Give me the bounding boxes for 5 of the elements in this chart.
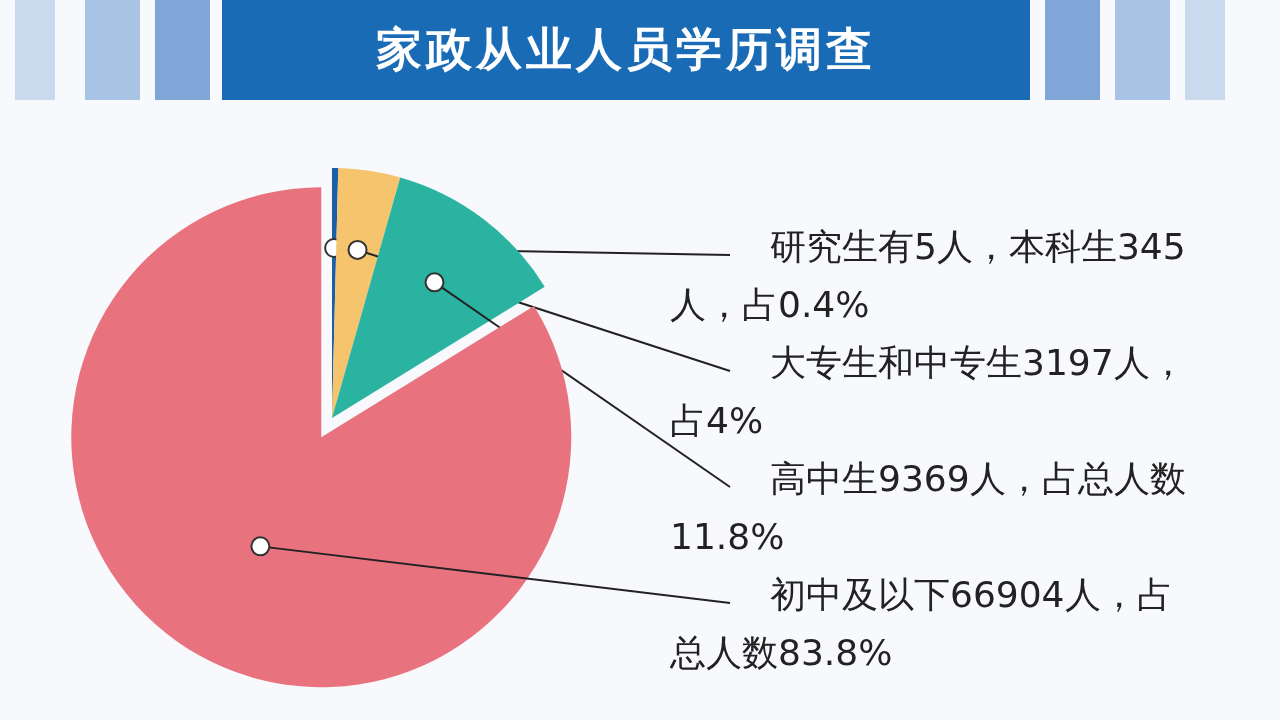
chart-title: 家政从业人员学历调查 [222, 0, 1030, 100]
slice-label: 高中生9369人，占总人数11.8% [670, 457, 1187, 559]
slice-label: 初中及以下66904人，占总人数83.8% [670, 573, 1174, 675]
slice-label: 研究生有5人，本科生345人，占0.4% [670, 225, 1187, 327]
slice-label: 大专生和中专生3197人，占4% [670, 341, 1187, 443]
